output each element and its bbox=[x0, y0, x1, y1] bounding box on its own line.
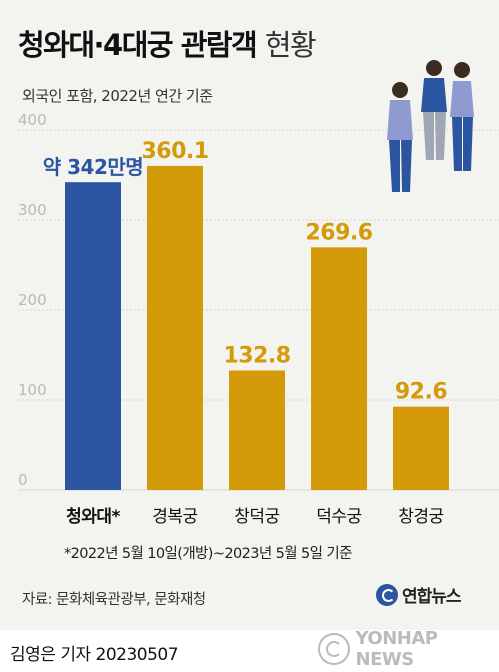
yonhap-logo-icon bbox=[376, 583, 398, 606]
category-label: 창경궁 bbox=[398, 507, 443, 527]
bar bbox=[311, 247, 367, 490]
agency-name: 연합뉴스 bbox=[402, 587, 462, 607]
watermark: YONHAP NEWS bbox=[318, 628, 499, 670]
watermark-text: YONHAP NEWS bbox=[355, 628, 438, 670]
y-tick-label: 200 bbox=[18, 291, 47, 309]
title-suffix: 현황 bbox=[264, 28, 317, 62]
category-label: 창덕궁 bbox=[234, 507, 279, 527]
byline: 김영은 기자 20230507 bbox=[10, 645, 179, 665]
title-main: 청와대·4대궁 관람객 bbox=[18, 28, 258, 62]
people-illustration-icon bbox=[387, 60, 474, 192]
bar bbox=[65, 182, 121, 490]
category-label: 경복궁 bbox=[152, 507, 197, 527]
y-tick-label: 300 bbox=[18, 201, 47, 219]
bar bbox=[147, 165, 203, 490]
bar bbox=[393, 406, 449, 490]
data-label: 132.8 bbox=[223, 343, 290, 368]
watermark-logo-icon bbox=[318, 633, 350, 665]
source-credit: 자료: 문화체육관광부, 문화재청 bbox=[22, 592, 206, 608]
bar bbox=[229, 370, 285, 490]
agency-credit: 연합뉴스 bbox=[376, 582, 462, 607]
category-label: 청와대* bbox=[66, 506, 120, 527]
subtitle: 외국인 포함, 2022년 연간 기준 bbox=[22, 87, 213, 105]
data-label: 360.1 bbox=[141, 139, 208, 164]
y-tick-label: 100 bbox=[18, 381, 47, 399]
footnote: *2022년 5월 10일(개방)~2023년 5월 5일 기준 bbox=[64, 546, 352, 562]
data-label: 269.6 bbox=[305, 220, 372, 245]
category-label: 덕수궁 bbox=[316, 507, 361, 527]
page-title: 청와대·4대궁 관람객 현황 bbox=[18, 22, 317, 64]
y-tick-label: 0 bbox=[18, 471, 28, 489]
data-label: 약 342만명 bbox=[43, 155, 143, 179]
y-tick-label: 400 bbox=[18, 111, 47, 129]
data-label: 92.6 bbox=[395, 380, 447, 405]
